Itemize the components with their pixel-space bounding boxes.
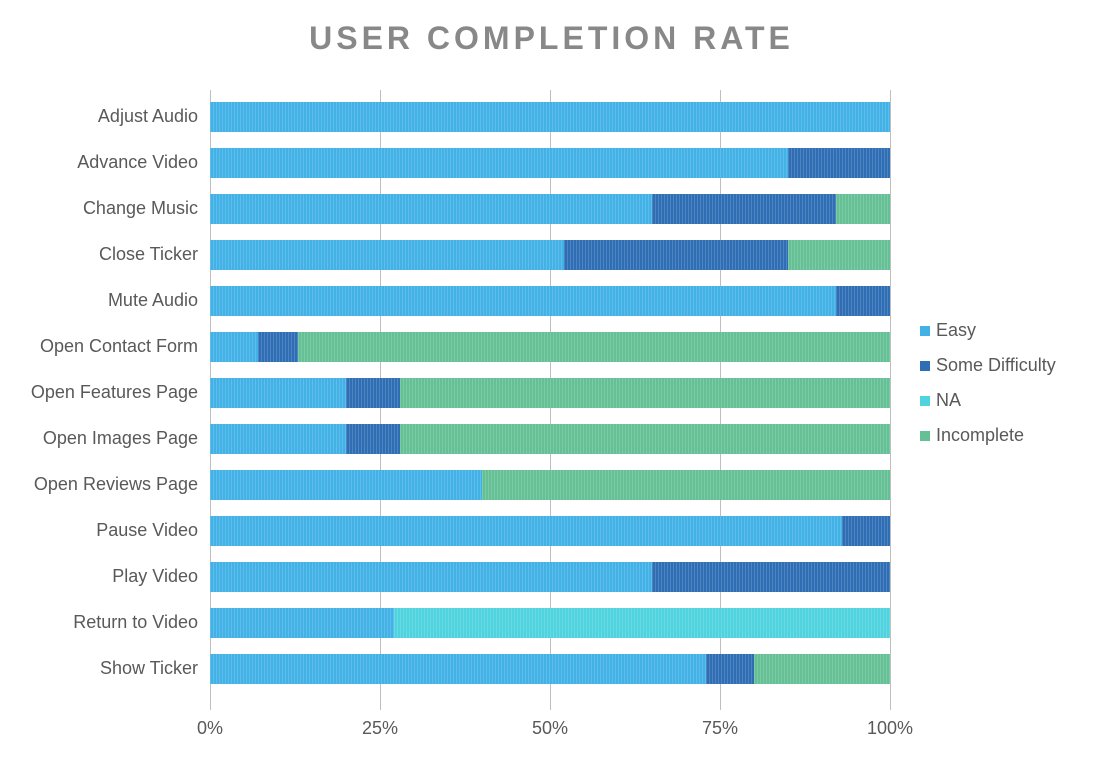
- bar-segment-easy: [210, 562, 652, 592]
- bar-row: [210, 424, 890, 454]
- bar-segment-easy: [210, 424, 346, 454]
- bar-row: [210, 470, 890, 500]
- bar-segment-some_difficulty: [788, 148, 890, 178]
- bar-row: [210, 562, 890, 592]
- bar-segment-some_difficulty: [258, 332, 299, 362]
- bar-row: [210, 608, 890, 638]
- bar-segment-easy: [210, 378, 346, 408]
- x-axis-label: 0%: [197, 718, 223, 739]
- bar-segment-incomplete: [836, 194, 890, 224]
- legend-swatch: [920, 431, 930, 441]
- bar-segment-some_difficulty: [346, 378, 400, 408]
- bar-segment-some_difficulty: [706, 654, 754, 684]
- category-label: Adjust Audio: [98, 106, 198, 127]
- bar-row: [210, 654, 890, 684]
- bar-segment-some_difficulty: [652, 194, 836, 224]
- category-label: Advance Video: [77, 152, 198, 173]
- category-label: Return to Video: [73, 612, 198, 633]
- bar-segment-some_difficulty: [836, 286, 890, 316]
- category-label: Pause Video: [96, 520, 198, 541]
- legend-swatch: [920, 396, 930, 406]
- bar-row: [210, 148, 890, 178]
- bar-row: [210, 286, 890, 316]
- bar-row: [210, 102, 890, 132]
- grid-line: [890, 90, 891, 710]
- bar-segment-easy: [210, 148, 788, 178]
- category-label: Mute Audio: [108, 290, 198, 311]
- category-label: Close Ticker: [99, 244, 198, 265]
- bar-row: [210, 378, 890, 408]
- legend-label: Some Difficulty: [936, 355, 1056, 376]
- bar-row: [210, 194, 890, 224]
- bar-segment-easy: [210, 240, 564, 270]
- bar-row: [210, 516, 890, 546]
- bar-segment-easy: [210, 286, 836, 316]
- category-label: Open Contact Form: [40, 336, 198, 357]
- category-label: Show Ticker: [100, 658, 198, 679]
- x-axis-label: 100%: [867, 718, 913, 739]
- legend: Easy Some Difficulty NA Incomplete: [920, 320, 1056, 460]
- legend-swatch: [920, 361, 930, 371]
- x-axis-label: 50%: [532, 718, 568, 739]
- legend-item: Incomplete: [920, 425, 1056, 446]
- category-label: Open Reviews Page: [34, 474, 198, 495]
- bar-segment-some_difficulty: [346, 424, 400, 454]
- bar-segment-incomplete: [298, 332, 890, 362]
- bar-segment-some_difficulty: [842, 516, 890, 546]
- bar-segment-some_difficulty: [564, 240, 788, 270]
- plot-area: [210, 90, 890, 710]
- legend-label: NA: [936, 390, 961, 411]
- bar-segment-easy: [210, 470, 482, 500]
- bar-segment-incomplete: [482, 470, 890, 500]
- legend-label: Incomplete: [936, 425, 1024, 446]
- x-axis-label: 75%: [702, 718, 738, 739]
- bar-segment-na: [394, 608, 890, 638]
- bar-segment-easy: [210, 332, 258, 362]
- legend-item: Easy: [920, 320, 1056, 341]
- bar-segment-incomplete: [400, 378, 890, 408]
- legend-item: NA: [920, 390, 1056, 411]
- x-axis-label: 25%: [362, 718, 398, 739]
- bar-segment-easy: [210, 608, 394, 638]
- category-label: Play Video: [112, 566, 198, 587]
- category-label: Change Music: [83, 198, 198, 219]
- chart-title: USER COMPLETION RATE: [0, 20, 1103, 57]
- bar-row: [210, 240, 890, 270]
- chart-container: USER COMPLETION RATE Easy Some Difficulty…: [0, 0, 1103, 768]
- bar-segment-some_difficulty: [652, 562, 890, 592]
- bar-segment-easy: [210, 654, 706, 684]
- bar-segment-incomplete: [788, 240, 890, 270]
- category-label: Open Features Page: [31, 382, 198, 403]
- bar-segment-incomplete: [754, 654, 890, 684]
- bar-row: [210, 332, 890, 362]
- legend-swatch: [920, 326, 930, 336]
- category-label: Open Images Page: [43, 428, 198, 449]
- bar-segment-incomplete: [400, 424, 890, 454]
- bar-segment-easy: [210, 102, 890, 132]
- bar-segment-easy: [210, 194, 652, 224]
- legend-label: Easy: [936, 320, 976, 341]
- bar-segment-easy: [210, 516, 842, 546]
- legend-item: Some Difficulty: [920, 355, 1056, 376]
